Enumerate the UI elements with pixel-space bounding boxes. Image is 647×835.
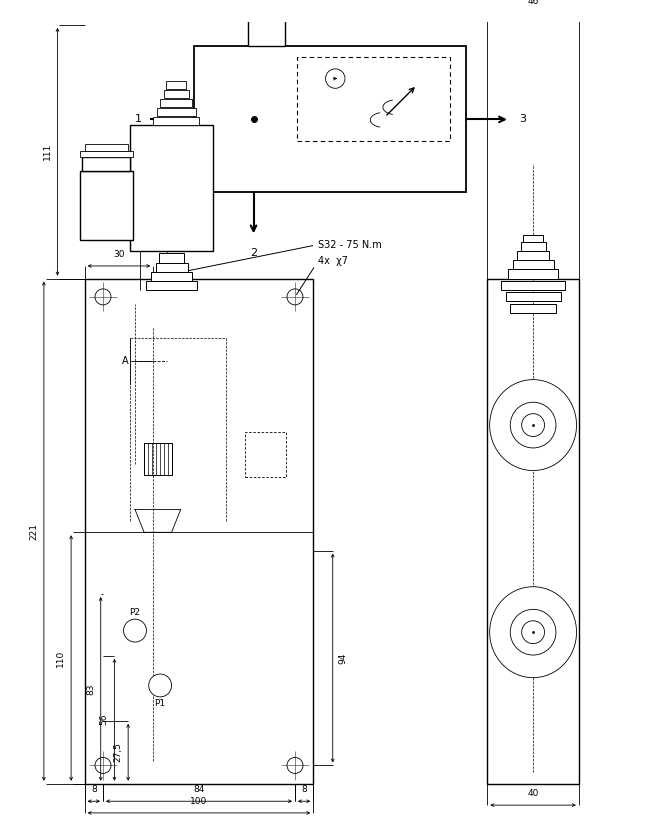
Bar — [501, 281, 565, 290]
Text: 2: 2 — [250, 248, 257, 258]
Text: 8: 8 — [302, 786, 307, 794]
Bar — [508, 270, 558, 279]
Bar — [146, 281, 197, 290]
Text: 100: 100 — [190, 797, 208, 806]
Ellipse shape — [490, 587, 576, 678]
Bar — [521, 242, 545, 251]
Text: A: A — [122, 356, 128, 366]
Bar — [131, 125, 213, 251]
Text: 94: 94 — [338, 652, 347, 664]
Bar — [159, 254, 184, 262]
Ellipse shape — [490, 380, 576, 471]
Bar — [510, 304, 556, 313]
Bar — [487, 279, 579, 784]
Circle shape — [149, 674, 171, 697]
Bar — [151, 271, 192, 281]
Bar — [512, 261, 554, 270]
Bar — [85, 279, 313, 784]
Bar — [80, 171, 133, 240]
Bar — [166, 81, 186, 89]
Text: 1: 1 — [135, 114, 142, 124]
Text: P1: P1 — [155, 699, 166, 708]
Text: P2: P2 — [129, 608, 140, 617]
Text: 46: 46 — [527, 0, 539, 7]
Bar — [155, 262, 188, 271]
Text: 83: 83 — [86, 683, 95, 695]
Circle shape — [510, 610, 556, 655]
Bar — [157, 109, 195, 116]
Bar — [517, 251, 549, 261]
Text: B: B — [258, 454, 265, 464]
Bar — [144, 443, 171, 475]
Text: 3: 3 — [520, 114, 527, 124]
Bar — [153, 118, 199, 125]
Text: 40: 40 — [527, 789, 539, 798]
Bar — [160, 99, 192, 107]
Bar — [82, 158, 131, 171]
Text: 4x  χ7: 4x χ7 — [296, 256, 348, 295]
Circle shape — [124, 620, 146, 642]
Text: 110: 110 — [56, 650, 65, 666]
Bar — [164, 90, 189, 98]
Bar — [80, 150, 133, 158]
Text: 84: 84 — [193, 786, 204, 794]
Bar — [297, 57, 450, 141]
Bar — [248, 13, 285, 47]
Text: S32 - 75 N.m: S32 - 75 N.m — [174, 240, 382, 274]
Bar — [523, 235, 543, 242]
Text: 27,5: 27,5 — [113, 742, 122, 762]
Circle shape — [510, 402, 556, 448]
Text: 8: 8 — [91, 786, 97, 794]
Text: 221: 221 — [29, 523, 38, 539]
Text: 111: 111 — [43, 143, 52, 160]
Bar — [245, 432, 286, 478]
Bar — [506, 292, 560, 301]
Text: 56: 56 — [100, 714, 109, 726]
Bar — [85, 144, 128, 150]
Bar — [193, 47, 466, 192]
Text: 30: 30 — [113, 250, 125, 259]
